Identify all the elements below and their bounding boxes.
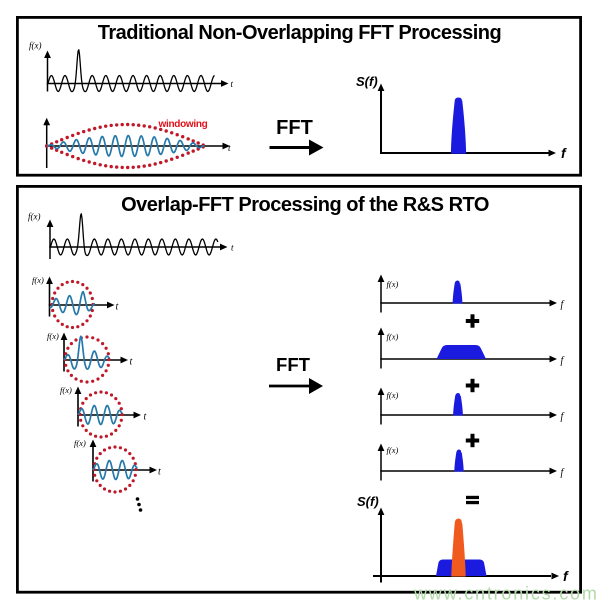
svg-text:S(f): S(f) (356, 74, 378, 89)
svg-text:f: f (561, 145, 567, 161)
svg-text:t: t (158, 467, 161, 478)
svg-text:FFT: FFT (276, 117, 313, 139)
svg-text:f(x): f(x) (29, 41, 42, 51)
svg-text:Traditional Non-Overlapping FF: Traditional Non-Overlapping FFT Processi… (98, 22, 502, 44)
svg-text:f: f (561, 412, 565, 423)
svg-text:S(f): S(f) (357, 494, 379, 509)
svg-text:f(x): f(x) (28, 212, 41, 222)
svg-text:f(x): f(x) (387, 445, 399, 455)
svg-text:t: t (231, 79, 234, 89)
svg-text:t: t (130, 357, 133, 368)
svg-text:t: t (144, 412, 147, 423)
svg-text:f: f (561, 300, 565, 311)
svg-text:f: f (563, 568, 569, 584)
svg-text:t: t (228, 143, 231, 153)
svg-text:f: f (561, 468, 565, 479)
svg-text:f(x): f(x) (387, 279, 399, 289)
svg-text:t: t (116, 302, 119, 313)
svg-text:f(x): f(x) (60, 385, 72, 395)
svg-text:t: t (231, 243, 234, 253)
svg-text:f(x): f(x) (74, 438, 86, 448)
svg-text:f(x): f(x) (32, 275, 44, 285)
svg-text:f(x): f(x) (387, 390, 399, 400)
svg-text:www.cntronics.com: www.cntronics.com (413, 584, 599, 604)
svg-text:f(x): f(x) (47, 331, 59, 341)
svg-text:f(x): f(x) (387, 332, 399, 342)
svg-text:windowing: windowing (158, 119, 208, 130)
svg-text:FFT: FFT (276, 354, 311, 375)
svg-text:Overlap-FFT Processing of the: Overlap-FFT Processing of the R&S RTO (121, 194, 489, 216)
svg-text:f: f (561, 356, 565, 367)
